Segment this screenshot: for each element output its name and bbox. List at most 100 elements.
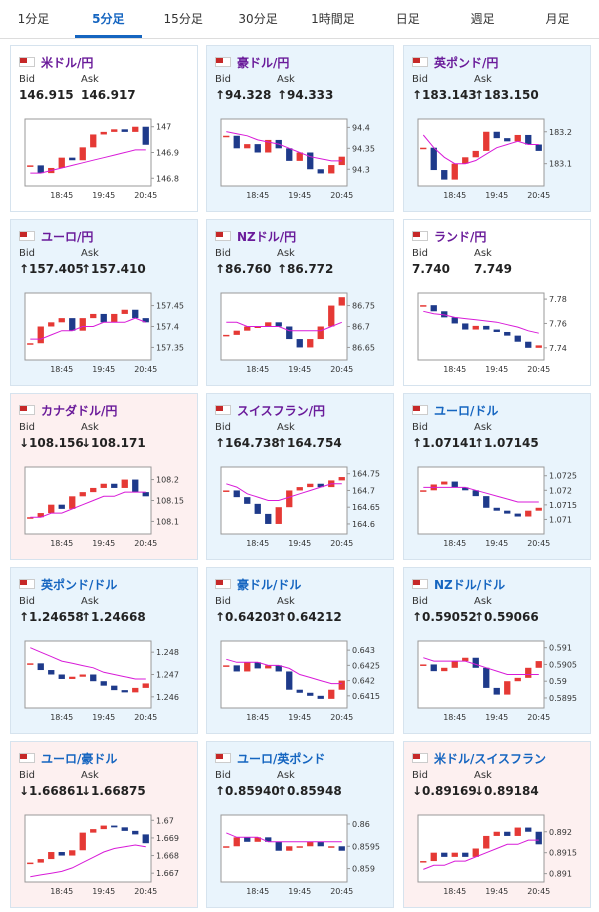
tab[interactable]: 15分足 — [163, 12, 203, 26]
pair-title[interactable]: 英ポンド/円 — [434, 56, 499, 70]
tab[interactable]: 1分足 — [17, 12, 50, 26]
ask-label: Ask — [277, 422, 295, 433]
candle — [27, 862, 34, 865]
pair-title[interactable]: ユーロ/英ポンド — [237, 752, 326, 766]
pair-title[interactable]: カナダドル/円 — [41, 404, 118, 418]
y-tick-label: 0.86 — [352, 820, 370, 829]
candle — [286, 671, 293, 690]
pair-title[interactable]: ユーロ/豪ドル — [41, 752, 118, 766]
flag-mark — [413, 406, 420, 411]
pair-title[interactable]: 豪ドル/ドル — [237, 578, 302, 592]
candle — [58, 157, 65, 168]
pair-title[interactable]: ランド/円 — [434, 230, 487, 244]
candle — [307, 483, 314, 488]
candle — [317, 483, 324, 488]
candle — [296, 339, 303, 348]
rate-card[interactable]: 英ポンド/ドル Bid Ask ↑1.24658 ↑1.24668 1.248 1.247 1… — [10, 567, 198, 734]
rate-card[interactable]: ユーロ/ドル Bid Ask ↑1.07141 ↑1.07145 1.0725 1.072 1… — [403, 393, 591, 560]
candle — [37, 513, 44, 518]
pair-title[interactable]: 米ドル/スイスフラン — [434, 752, 547, 766]
y-tick-label: 146.9 — [156, 149, 179, 158]
plot-frame — [417, 292, 545, 361]
pair-title[interactable]: NZドル/ドル — [434, 578, 506, 592]
y-tick-label: 157.35 — [156, 343, 184, 352]
y-tick-label: 108.2 — [156, 476, 179, 485]
tab[interactable]: 5分足 — [74, 0, 142, 38]
pair-title[interactable]: 英ポンド/ドル — [41, 578, 118, 592]
moving-average — [423, 839, 539, 870]
ask-value: ↑1.07145 — [474, 436, 539, 450]
ask-label: Ask — [277, 248, 295, 259]
x-tick-label: 20:45 — [134, 887, 157, 896]
rate-card[interactable]: NZドル/ドル Bid Ask ↑0.59052 ↑0.59066 0.591 0.5905… — [403, 567, 591, 734]
tab[interactable]: 月足 — [545, 12, 570, 26]
candle — [254, 662, 261, 669]
flag-icon — [19, 579, 35, 589]
rate-card[interactable]: 英ポンド/円 Bid Ask ↑183.143 ↑183.150 183.2 183.1 18… — [403, 45, 591, 212]
moving-average — [422, 134, 539, 165]
candle — [27, 517, 34, 519]
rate-card[interactable]: NZドル/円 Bid Ask ↑86.760 ↑86.772 86.75 86.7 86.65… — [206, 219, 394, 386]
tab[interactable]: 1時間足 — [311, 12, 355, 26]
candle — [90, 134, 97, 148]
bid-label: Bid — [215, 770, 231, 781]
flag-icon — [215, 753, 231, 763]
moving-average — [226, 658, 342, 685]
mini-chart: 183.2 183.1 18:45 19:45 20:45 — [417, 118, 572, 200]
candle — [121, 129, 128, 132]
mini-chart: 94.4 94.35 94.3 18:45 19:45 20:45 — [220, 118, 375, 200]
candle — [451, 317, 458, 324]
moving-average — [30, 149, 146, 174]
pair-title[interactable]: NZドル/円 — [237, 230, 297, 244]
y-tick-label: 1.667 — [156, 869, 179, 878]
tab[interactable]: 日足 — [395, 12, 420, 26]
y-tick-label: 0.859 — [352, 865, 375, 874]
y-tick-label: 1.071 — [549, 515, 572, 524]
pair-title[interactable]: ユーロ/円 — [41, 230, 94, 244]
rate-card[interactable]: ユーロ/英ポンド Bid Ask ↑0.85940 ↑0.85948 0.86 0.8595… — [206, 741, 394, 908]
candle — [132, 309, 139, 319]
candle — [441, 852, 448, 857]
candle — [451, 661, 458, 668]
tab[interactable]: 週足 — [470, 12, 495, 26]
x-tick-label: 19:45 — [288, 713, 311, 722]
ask-value: ↑1.24668 — [81, 610, 146, 624]
pair-title[interactable]: 米ドル/円 — [41, 56, 94, 70]
bid-value: ↑94.328 — [215, 88, 272, 102]
candle — [483, 131, 490, 151]
candle — [233, 330, 240, 335]
rate-card[interactable]: ユーロ/円 Bid Ask ↑157.405 ↑157.410 157.45 157.4 15… — [10, 219, 198, 386]
pair-title[interactable]: ユーロ/ドル — [434, 404, 499, 418]
pair-title[interactable]: スイスフラン/円 — [237, 404, 326, 418]
x-tick-label: 20:45 — [134, 365, 157, 374]
rate-card[interactable]: ユーロ/豪ドル Bid Ask ↓1.66861 ↓1.66875 1.67 1.669 1.… — [10, 741, 198, 908]
y-tick-label: 1.072 — [549, 486, 572, 495]
rate-card[interactable]: 豪ドル/円 Bid Ask ↑94.328 ↑94.333 94.4 94.35 94.3 18… — [206, 45, 394, 212]
candle — [37, 326, 44, 344]
pair-title[interactable]: 豪ドル/円 — [237, 56, 290, 70]
x-tick-label: 20:45 — [527, 713, 550, 722]
candle — [296, 152, 303, 161]
moving-average — [30, 491, 146, 518]
candle — [244, 662, 251, 672]
rate-card[interactable]: 米ドル/円 Bid Ask 146.915 146.917 147 146.9 146.8 18… — [10, 45, 198, 212]
x-tick-label: 18:45 — [50, 539, 73, 548]
candle — [79, 147, 86, 161]
y-tick-label: 164.6 — [352, 520, 375, 529]
candle — [244, 326, 251, 331]
y-tick-label: 157.45 — [156, 302, 184, 311]
mini-chart: 0.86 0.8595 0.859 18:45 19:45 20:45 — [220, 814, 380, 896]
bid-label: Bid — [19, 770, 35, 781]
candle — [37, 859, 44, 863]
candle — [338, 297, 345, 306]
rate-card[interactable]: スイスフラン/円 Bid Ask ↑164.738 ↑164.754 164.75 164.… — [206, 393, 394, 560]
rate-card[interactable]: ランド/円 Bid Ask 7.740 7.749 7.78 7.76 7.74 18:45 19… — [403, 219, 591, 386]
candle — [472, 325, 479, 330]
tab[interactable]: 30分足 — [238, 12, 278, 26]
rate-card[interactable]: カナダドル/円 Bid Ask ↓108.156 ↓108.171 108.2 108.15… — [10, 393, 198, 560]
candle — [504, 138, 511, 142]
ask-label: Ask — [81, 596, 99, 607]
rate-card[interactable]: 米ドル/スイスフラン Bid Ask ↓0.89169 ↓0.89184 0.892 0.8… — [403, 741, 591, 908]
moving-average — [423, 657, 539, 675]
rate-card[interactable]: 豪ドル/ドル Bid Ask ↑0.64203 ↑0.64212 0.643 0.6425 0… — [206, 567, 394, 734]
